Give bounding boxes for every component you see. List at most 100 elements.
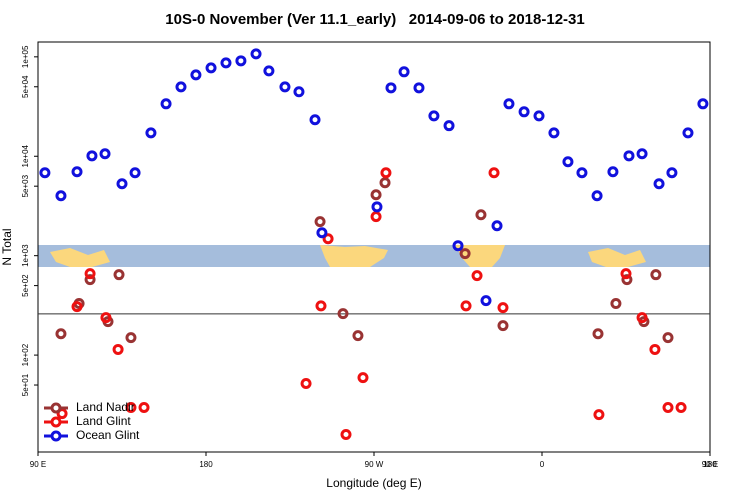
point	[129, 167, 141, 179]
point	[592, 328, 604, 340]
y-tick-label: 5e+04	[21, 75, 30, 98]
point	[593, 409, 605, 421]
point	[116, 178, 128, 190]
point	[379, 177, 391, 189]
x-tick-label: 90 W	[365, 460, 384, 469]
point	[503, 98, 515, 110]
point	[125, 332, 137, 344]
point	[205, 62, 217, 74]
point	[533, 110, 545, 122]
point	[607, 166, 619, 178]
chart-title: 10S-0 November (Ver 11.1_early) 2014-09-…	[165, 11, 584, 28]
point	[385, 82, 397, 94]
point	[55, 328, 67, 340]
point	[621, 274, 633, 286]
point	[112, 343, 124, 355]
point	[315, 300, 327, 312]
point	[488, 167, 500, 179]
point	[145, 127, 157, 139]
x-tick-label: 90 E	[702, 460, 718, 469]
point	[250, 48, 262, 60]
point	[314, 216, 326, 228]
point	[576, 167, 588, 179]
y-tick-label: 5e+03	[21, 174, 30, 197]
y-tick-label: 1e+02	[21, 343, 30, 366]
y-tick-label: 1e+05	[21, 45, 30, 68]
point	[452, 240, 464, 252]
point	[491, 220, 503, 232]
point	[497, 302, 509, 314]
point	[636, 312, 648, 324]
point	[71, 301, 83, 313]
y-tick-label: 1e+04	[21, 144, 30, 167]
point	[86, 150, 98, 162]
map-strip	[38, 245, 710, 267]
point	[518, 106, 530, 118]
point	[428, 110, 440, 122]
x-tick-label: 0	[540, 460, 545, 469]
point	[653, 178, 665, 190]
point	[113, 269, 125, 281]
y-tick-label: 1e+03	[21, 244, 30, 267]
legend-label: Land Glint	[76, 414, 131, 428]
point	[370, 211, 382, 223]
point	[443, 120, 455, 132]
point	[662, 402, 674, 414]
point	[322, 233, 334, 245]
legend-marker	[50, 430, 62, 442]
x-axis-label: Longitude (deg E)	[326, 476, 421, 490]
point	[300, 377, 312, 389]
x-tick-label: 90 E	[30, 460, 46, 469]
x-tick-label: 180	[703, 460, 717, 469]
point	[649, 343, 661, 355]
point	[337, 308, 349, 320]
point	[190, 69, 202, 81]
point	[459, 248, 471, 260]
point	[380, 167, 392, 179]
point	[682, 127, 694, 139]
point	[309, 114, 321, 126]
x-tick-label: 180	[199, 460, 213, 469]
point	[548, 127, 560, 139]
point	[662, 332, 674, 344]
point	[497, 320, 509, 332]
point	[623, 150, 635, 162]
point	[56, 408, 68, 420]
point	[99, 148, 111, 160]
point	[100, 312, 112, 324]
point	[160, 98, 172, 110]
point	[352, 330, 364, 342]
point	[480, 295, 492, 307]
y-axis-label: N Total	[0, 228, 14, 265]
point	[316, 227, 328, 239]
point	[84, 274, 96, 286]
point	[125, 402, 137, 414]
y-tick-label: 5e+01	[21, 373, 30, 396]
point	[357, 372, 369, 384]
legend-label: Ocean Glint	[76, 428, 140, 442]
point	[39, 167, 51, 179]
legend-marker	[50, 416, 62, 428]
point	[398, 66, 410, 78]
point	[84, 268, 96, 280]
point	[235, 55, 247, 67]
point	[471, 270, 483, 282]
point	[55, 190, 67, 202]
point	[175, 81, 187, 93]
point	[620, 268, 632, 280]
point	[263, 65, 275, 77]
point	[220, 57, 232, 69]
point	[293, 86, 305, 98]
point	[370, 189, 382, 201]
point	[697, 98, 709, 110]
point	[591, 190, 603, 202]
legend-marker	[50, 402, 62, 414]
point	[562, 156, 574, 168]
point	[650, 269, 662, 281]
point	[475, 209, 487, 221]
point	[460, 300, 472, 312]
point	[636, 148, 648, 160]
point	[71, 166, 83, 178]
point	[138, 402, 150, 414]
